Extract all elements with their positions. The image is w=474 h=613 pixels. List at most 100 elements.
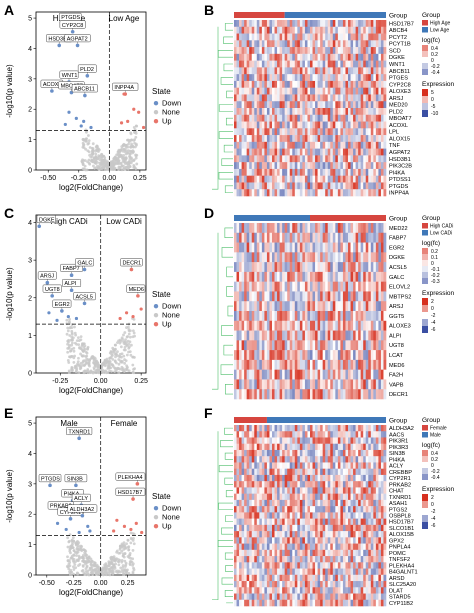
heatmap-cell [272, 330, 275, 341]
heatmap-cell [378, 128, 382, 136]
heatmap-cell [368, 252, 372, 263]
heatmap-cell [368, 94, 372, 102]
heatmap-cell [337, 301, 341, 312]
heatmap-cell [383, 232, 387, 243]
heatmap-cell [345, 162, 349, 170]
heatmap-cell [256, 128, 260, 136]
heatmap-cell [370, 20, 374, 28]
heatmap-cell [287, 301, 291, 312]
none-point [91, 371, 95, 375]
heatmap-cell [266, 462, 270, 469]
none-point [72, 360, 76, 364]
heatmap-cell [330, 53, 334, 61]
heatmap-cell [378, 175, 382, 183]
heatmap-cell [289, 281, 293, 292]
heatmap-cell [373, 437, 377, 445]
heatmap-cell [350, 155, 354, 163]
heatmap-cell [327, 359, 331, 370]
heatmap-cell [292, 135, 296, 143]
heatmap-cell [287, 94, 291, 102]
heatmap-cell [315, 499, 318, 507]
heatmap-cell [294, 223, 298, 234]
heatmap-cell [378, 121, 382, 129]
legend-item: Down [162, 99, 181, 108]
heatmap-cell [266, 168, 270, 176]
dendrogram-branch [218, 465, 233, 473]
heatmap-cell [350, 340, 354, 351]
heatmap-cell [261, 47, 265, 55]
none-point [132, 532, 136, 536]
heatmap-cell [304, 389, 308, 400]
heatmap-cell [370, 168, 374, 176]
heatmap-cell [335, 242, 339, 253]
heatmap-cell [330, 148, 334, 156]
heatmap-cell [342, 20, 346, 28]
heatmap-cell [378, 437, 382, 445]
none-point [70, 323, 74, 327]
heatmap-cell [315, 189, 318, 197]
heatmap-cell [353, 135, 356, 143]
heatmap-cell [282, 74, 285, 82]
none-point [84, 130, 88, 134]
heatmap-cell [312, 33, 316, 41]
heatmap-cell [370, 67, 374, 75]
heatmap-cell [249, 449, 253, 457]
heatmap-cell [315, 449, 318, 457]
heatmap-cell [373, 53, 377, 61]
heatmap-cell [368, 350, 372, 361]
heatmap-cell [244, 499, 247, 507]
heatmap-cell [246, 437, 250, 445]
heatmap-cell [241, 101, 245, 109]
heatmap-cell [373, 33, 377, 41]
heatmap-cell [322, 379, 326, 390]
heatmap-cell [383, 493, 387, 501]
heatmap-cell [337, 67, 341, 75]
heatmap-cell [297, 389, 301, 400]
heatmap-cell [348, 456, 351, 463]
heatmap-cell [320, 148, 323, 156]
legend-group-swatch [422, 27, 428, 33]
none-point [83, 344, 87, 348]
heatmap-cell [264, 437, 268, 445]
none-point [128, 329, 132, 333]
heatmap-cell [332, 443, 336, 451]
heatmap-cell [266, 443, 270, 451]
heatmap-cell [254, 499, 258, 507]
none-point [68, 334, 72, 337]
heatmap-cell [332, 80, 336, 88]
heatmap-cell [373, 462, 377, 469]
heatmap-cell [259, 232, 263, 243]
heatmap-cell [274, 108, 278, 116]
none-point [122, 342, 126, 345]
heatmap-cell [282, 271, 285, 282]
heatmap-cell [317, 87, 321, 95]
heatmap-cell [302, 443, 306, 451]
heatmap-cell [274, 182, 278, 190]
heatmap-cell [272, 53, 275, 61]
heatmap-cell [368, 108, 372, 116]
heatmap-cell [340, 128, 344, 136]
heatmap-cell [350, 359, 354, 370]
heatmap-cell [375, 320, 379, 331]
heatmap-cell [261, 271, 265, 282]
heatmap-cell [254, 60, 258, 68]
none-point [105, 371, 108, 375]
heatmap-cell [373, 162, 377, 170]
heatmap-cell [297, 155, 301, 163]
heatmap-cell [350, 101, 354, 109]
heatmap-cell [325, 182, 329, 190]
heatmap-cell [299, 449, 303, 457]
heatmap-cell [370, 155, 374, 163]
heatmap-cell [322, 155, 326, 163]
none-point [97, 155, 101, 159]
legend-swatch [153, 118, 159, 124]
heatmap-cell [264, 330, 268, 341]
heatmap-cell [353, 252, 356, 263]
heatmap-cell [264, 148, 268, 156]
heatmap-cell [302, 128, 306, 136]
heatmap-cell [332, 47, 336, 55]
heatmap-cell [322, 456, 326, 463]
heatmap-cell [307, 53, 311, 61]
none-point [113, 366, 117, 370]
heatmap-cell [322, 291, 326, 302]
